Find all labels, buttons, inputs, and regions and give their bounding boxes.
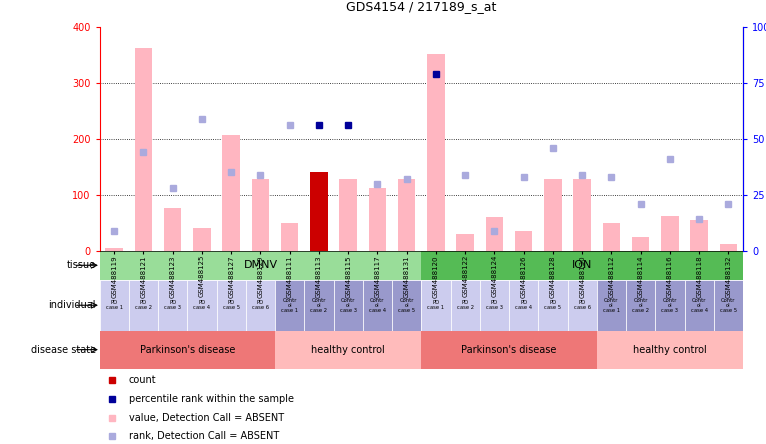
Bar bbox=[129, 280, 158, 331]
Bar bbox=[106, 248, 123, 251]
Text: individual: individual bbox=[48, 300, 96, 310]
Text: Contr
ol
case 2: Contr ol case 2 bbox=[632, 298, 650, 313]
Bar bbox=[100, 280, 129, 331]
Bar bbox=[450, 280, 480, 331]
Bar bbox=[574, 179, 591, 251]
Text: PD
case 3: PD case 3 bbox=[164, 300, 182, 310]
Bar bbox=[246, 280, 275, 331]
Text: PD
case 3: PD case 3 bbox=[486, 300, 503, 310]
Bar bbox=[217, 280, 246, 331]
Text: PD
case 5: PD case 5 bbox=[223, 300, 240, 310]
Bar bbox=[398, 179, 415, 251]
Bar bbox=[222, 135, 240, 251]
Bar bbox=[188, 280, 217, 331]
Bar bbox=[421, 331, 597, 369]
Text: Contr
ol
case 3: Contr ol case 3 bbox=[661, 298, 679, 313]
Bar bbox=[368, 188, 386, 251]
Bar bbox=[480, 280, 509, 331]
Bar bbox=[632, 237, 650, 251]
Text: count: count bbox=[129, 375, 156, 385]
Text: PD
case 6: PD case 6 bbox=[252, 300, 269, 310]
Bar bbox=[457, 234, 474, 251]
Text: PD
case 1: PD case 1 bbox=[427, 300, 444, 310]
Text: Contr
ol
case 3: Contr ol case 3 bbox=[339, 298, 357, 313]
Text: PD
case 5: PD case 5 bbox=[545, 300, 561, 310]
Bar bbox=[252, 179, 269, 251]
Text: DMNV: DMNV bbox=[244, 260, 277, 270]
Text: ION: ION bbox=[572, 260, 592, 270]
Text: Contr
ol
case 5: Contr ol case 5 bbox=[398, 298, 415, 313]
Text: Contr
ol
case 4: Contr ol case 4 bbox=[369, 298, 386, 313]
Bar bbox=[135, 48, 152, 251]
Bar bbox=[193, 229, 211, 251]
Bar bbox=[655, 280, 685, 331]
Text: PD
case 4: PD case 4 bbox=[515, 300, 532, 310]
Bar bbox=[626, 280, 655, 331]
Text: tissue: tissue bbox=[67, 260, 96, 270]
Text: Contr
ol
case 1: Contr ol case 1 bbox=[281, 298, 298, 313]
Bar bbox=[339, 179, 357, 251]
Text: PD
case 2: PD case 2 bbox=[135, 300, 152, 310]
Text: healthy control: healthy control bbox=[311, 345, 385, 355]
Text: PD
case 4: PD case 4 bbox=[193, 300, 211, 310]
Bar bbox=[486, 217, 503, 251]
Bar bbox=[690, 220, 708, 251]
Text: PD
case 6: PD case 6 bbox=[574, 300, 591, 310]
Bar bbox=[275, 280, 304, 331]
Bar bbox=[597, 331, 743, 369]
Bar bbox=[421, 280, 450, 331]
Bar bbox=[304, 280, 333, 331]
Bar bbox=[685, 280, 714, 331]
Bar bbox=[392, 280, 421, 331]
Bar bbox=[158, 280, 188, 331]
Text: Contr
ol
case 4: Contr ol case 4 bbox=[691, 298, 708, 313]
Text: Parkinson's disease: Parkinson's disease bbox=[461, 345, 557, 355]
Text: rank, Detection Call = ABSENT: rank, Detection Call = ABSENT bbox=[129, 432, 279, 441]
Bar bbox=[363, 280, 392, 331]
Text: Contr
ol
case 1: Contr ol case 1 bbox=[603, 298, 620, 313]
Bar bbox=[603, 223, 620, 251]
Text: GDS4154 / 217189_s_at: GDS4154 / 217189_s_at bbox=[346, 0, 496, 13]
Bar bbox=[333, 280, 363, 331]
Text: healthy control: healthy control bbox=[633, 345, 707, 355]
Bar bbox=[714, 280, 743, 331]
Bar bbox=[164, 208, 182, 251]
Bar bbox=[281, 223, 299, 251]
Bar bbox=[515, 231, 532, 251]
Bar bbox=[100, 331, 275, 369]
Bar bbox=[538, 280, 568, 331]
Bar bbox=[568, 280, 597, 331]
Bar bbox=[421, 251, 743, 280]
Text: value, Detection Call = ABSENT: value, Detection Call = ABSENT bbox=[129, 412, 283, 423]
Text: PD
case 2: PD case 2 bbox=[457, 300, 473, 310]
Bar bbox=[509, 280, 538, 331]
Text: Contr
ol
case 2: Contr ol case 2 bbox=[310, 298, 328, 313]
Bar bbox=[100, 251, 421, 280]
Bar bbox=[544, 179, 561, 251]
Text: disease state: disease state bbox=[31, 345, 96, 355]
Bar bbox=[597, 280, 626, 331]
Bar bbox=[310, 172, 328, 251]
Bar bbox=[719, 244, 737, 251]
Text: PD
case 1: PD case 1 bbox=[106, 300, 123, 310]
Text: Contr
ol
case 5: Contr ol case 5 bbox=[720, 298, 737, 313]
Text: percentile rank within the sample: percentile rank within the sample bbox=[129, 394, 293, 404]
Bar bbox=[275, 331, 421, 369]
Text: Parkinson's disease: Parkinson's disease bbox=[139, 345, 235, 355]
Bar bbox=[661, 216, 679, 251]
Bar bbox=[427, 54, 445, 251]
